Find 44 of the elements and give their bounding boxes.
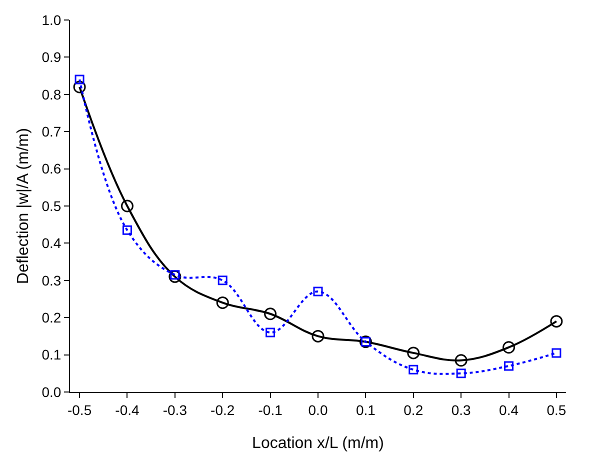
point — [218, 276, 228, 286]
point — [313, 286, 323, 296]
y-tick-label: 0.4 — [42, 235, 62, 252]
x-tick-label: 0.2 — [404, 402, 424, 418]
y-tick-label: 0.8 — [42, 86, 62, 102]
point — [264, 308, 277, 320]
x-tick-label: 0.5 — [546, 402, 566, 418]
x-tick-label: 0.1 — [356, 402, 376, 418]
x-tick-label: 0.3 — [451, 402, 472, 418]
x-tick-label: 0.0 — [308, 402, 328, 418]
x-tick-label: -0.1 — [258, 402, 283, 418]
y-axis-title: Deflection |w|/A (m/m) — [15, 128, 32, 284]
x-tick-label: -0.5 — [67, 402, 92, 418]
point — [122, 225, 132, 235]
x-tick-label: -0.4 — [115, 402, 140, 418]
point — [456, 368, 466, 378]
y-tick-label: 1.0 — [42, 12, 62, 28]
y-tick-label: 0.3 — [42, 272, 62, 288]
y-tick-label: 0.6 — [42, 160, 62, 177]
point — [502, 341, 516, 354]
x-tick-label: -0.3 — [162, 402, 188, 418]
point — [407, 346, 420, 360]
point — [550, 315, 563, 328]
point — [266, 328, 276, 338]
point — [168, 270, 182, 283]
y-tick-label: 0.5 — [42, 198, 62, 214]
point — [552, 348, 562, 358]
point — [504, 361, 514, 371]
point — [170, 270, 180, 280]
x-axis-title: Location x/L (m/m) — [252, 435, 384, 452]
point — [216, 296, 229, 309]
y-tick-label: 0.0 — [42, 384, 62, 400]
point — [454, 354, 468, 367]
y-tick-label: 0.2 — [42, 310, 62, 326]
x-tick-label: -0.2 — [210, 402, 235, 418]
y-tick-label: 0.1 — [42, 346, 62, 363]
point — [120, 200, 134, 212]
point — [73, 80, 86, 94]
point — [408, 364, 418, 374]
point — [312, 330, 324, 342]
y-tick-label: 0.9 — [42, 49, 62, 66]
y-tick-label: 0.7 — [42, 124, 62, 140]
x-tick-label: 0.4 — [499, 402, 519, 418]
point — [74, 74, 84, 84]
